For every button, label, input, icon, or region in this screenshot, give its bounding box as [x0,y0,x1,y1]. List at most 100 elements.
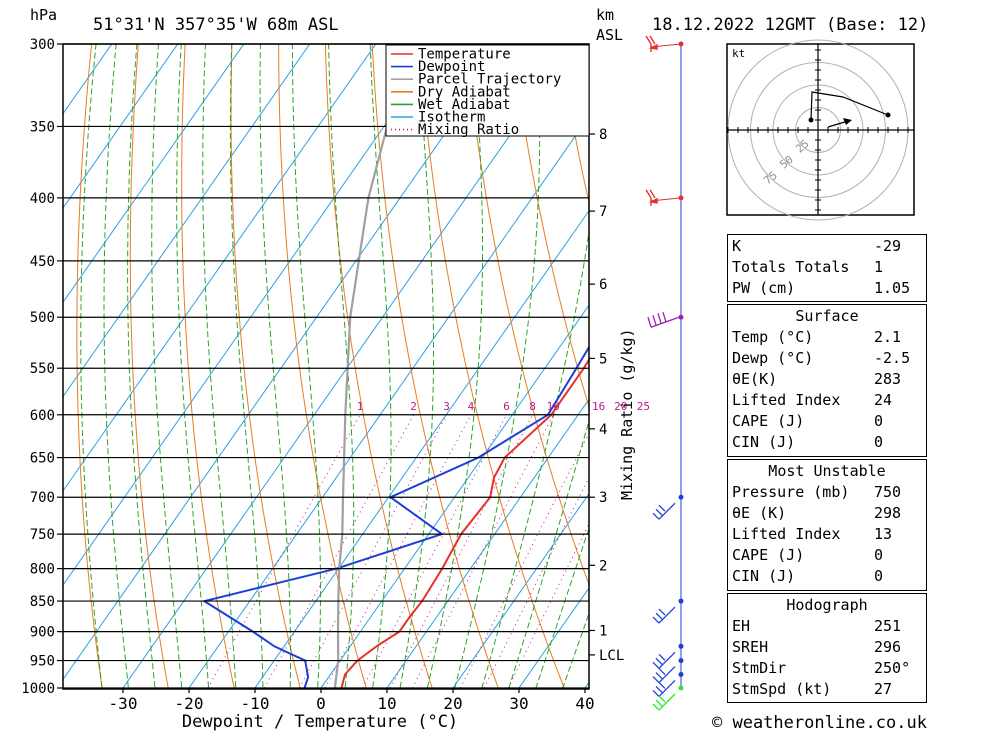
surface-row: CIN (J) 0 [728,432,926,453]
isotherm-line [63,44,443,586]
km-tick-label: 1 [599,623,607,639]
row-label: CIN (J) [732,567,796,585]
mixing-ratio-line [362,414,507,689]
row-label: CAPE (J) [732,412,805,430]
row-value: 251 [874,617,902,635]
wind-barb [652,651,676,669]
dry-adiabat-line [927,26,1000,688]
hodograph-unit: kt [732,47,745,60]
mixing-ratio-label: 25 [637,400,650,413]
isotherm-line [451,492,589,689]
legend-label: Dewpoint [418,59,485,75]
isotherm-line [319,304,589,689]
most-unstable-title: Most Unstable [768,462,886,480]
location-title: 51°31'N 357°35'W 68m ASL [93,15,339,35]
index-value: 1 [874,258,884,276]
legend-box [385,44,590,137]
wet-adiabat-line [399,44,434,689]
hodo-row: SREH 296 [728,637,926,658]
mixing-ratio-labels: 1 2 3 4 6 8 10 16 20 25 [357,400,650,413]
x-tick-label: 10 [377,694,396,713]
row-value: 296 [874,638,902,656]
mixing-ratio-label: 8 [529,400,536,413]
mu-row: CIN (J) 0 [728,566,926,587]
pressure-unit-label: hPa [30,6,57,24]
row-label: SREH [732,638,769,656]
mixing-ratio-label: 10 [547,400,560,413]
hodo-row: EH 251 [728,616,926,637]
wind-barb-shape [652,666,676,684]
index-row-tt: Totals Totals 1 [728,257,926,278]
surface-title: Surface [795,307,859,325]
row-label: Lifted Index [732,525,841,543]
hodograph-end-dot [885,112,891,118]
isotherm-line [0,7,6,714]
row-label: Temp (°C) [732,328,814,346]
pressure-tick-label: 900 [30,625,55,641]
pressure-tick-label: 450 [30,254,55,270]
dry-adiabat-line [278,44,367,689]
most-unstable-box: Most Unstable Pressure (mb) 750 θE (K) 298… [727,459,927,591]
wind-barb-shape [652,651,676,669]
wind-barb-staff [650,197,682,202]
mixing-ratio-label: 4 [468,400,475,413]
km-tick-label: 8 [599,127,607,143]
row-value: 27 [874,680,893,698]
mixing-ratio-label: 20 [614,400,627,413]
wind-level-dot [678,658,684,664]
pressure-tick-label: 950 [30,654,55,670]
wind-barb [652,666,676,684]
wind-barb-shape [652,606,676,624]
index-value: 1.05 [874,279,911,297]
legend-label: Isotherm [418,110,485,126]
x-tick-label: -20 [175,694,204,713]
x-tick-label: 0 [316,694,326,713]
dry-adiabat-line [511,44,589,409]
wind-barb [652,606,676,624]
wind-barb-shape [647,312,680,328]
isotherm-line [517,587,589,689]
surface-row: θE(K) 283 [728,369,926,390]
row-value: -2.5 [874,349,911,367]
wet-adiabat-line [151,44,183,689]
wet-adiabat-line [103,44,130,689]
pressure-tick-label: 600 [30,408,55,424]
wet-adiabat-line [426,44,483,689]
wet-adiabat-line [369,44,392,689]
wind-level-dot [678,494,684,500]
dry-adiabat-line [418,44,565,689]
wet-adiabat-line [176,44,210,689]
km-tick-label: 6 [599,277,607,293]
x-axis-label: Dewpoint / Temperature (°C) [182,712,458,732]
isotherm-line [385,398,589,689]
legend-label: Parcel Trajectory [418,72,561,88]
row-value: 750 [874,483,902,501]
index-value: -29 [874,237,902,255]
wind-level-dot [678,671,684,677]
wet-adiabat-line [561,612,589,689]
hodograph-table-box: Hodograph EH 251 SREH 296 StmDir 250° StmSp… [727,593,927,703]
dry-adiabat-line [974,26,1000,688]
copyright-text: © weatheronline.co.uk [712,713,927,733]
profile-lines [201,44,589,689]
km-tick-label: 3 [599,490,607,506]
row-label: θE(K) [732,370,778,388]
mixing-ratio-label: 6 [503,400,510,413]
pressure-tick-label: 650 [30,451,55,467]
row-value: 283 [874,370,902,388]
isotherm-line [63,44,311,398]
row-value: 13 [874,525,893,543]
wind-level-dot [678,598,684,604]
row-value: 0 [874,433,884,451]
row-label: StmSpd (kt) [732,680,832,698]
legend-label: Temperature [418,47,511,63]
isotherm-line [63,44,245,304]
plot-frame [62,43,590,690]
surface-box: Surface Temp (°C) 2.1 Dewp (°C) -2.5 θE(K)… [727,304,927,457]
dry-adiabat-line [465,44,589,586]
wind-barb-shape [645,35,658,52]
wet-adiabat-line [229,44,264,689]
